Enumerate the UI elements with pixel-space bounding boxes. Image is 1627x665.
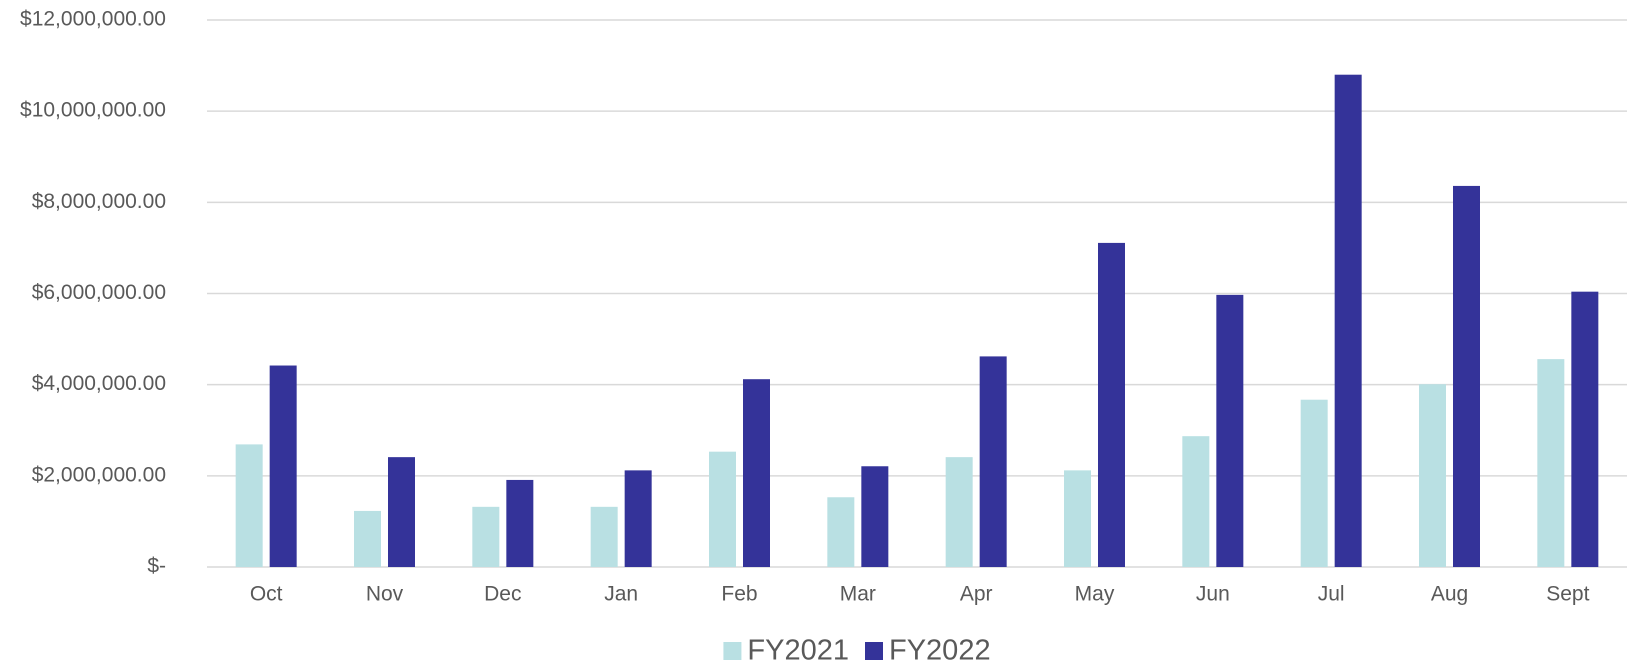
x-tick-label: Jul xyxy=(1318,583,1345,606)
x-tick-label: Aug xyxy=(1431,583,1468,606)
bar xyxy=(1537,359,1565,567)
bar xyxy=(1300,399,1328,567)
legend-label: FY2022 xyxy=(889,635,991,665)
bar xyxy=(1182,436,1210,567)
y-tick-label: $6,000,000.00 xyxy=(32,281,166,304)
x-tick-label: Dec xyxy=(484,583,521,606)
y-tick-label: $8,000,000.00 xyxy=(32,190,166,213)
bar xyxy=(235,444,263,567)
legend-swatch xyxy=(865,642,883,660)
x-tick-label: May xyxy=(1075,583,1115,606)
bar xyxy=(861,466,889,567)
x-tick-label: Feb xyxy=(721,583,757,606)
y-tick-label: $10,000,000.00 xyxy=(20,99,166,122)
bar xyxy=(709,451,736,567)
bar xyxy=(472,506,500,567)
bar xyxy=(945,457,973,567)
x-tick-label: Mar xyxy=(840,583,876,606)
bar xyxy=(624,470,652,567)
bar xyxy=(1571,291,1599,567)
y-tick-label: $4,000,000.00 xyxy=(32,372,166,395)
bar xyxy=(269,365,297,567)
bar xyxy=(1216,294,1244,567)
bar xyxy=(1098,242,1125,567)
bar xyxy=(1419,384,1446,567)
x-tick-label: Nov xyxy=(366,583,404,606)
bar xyxy=(1064,470,1091,567)
y-tick-label: $- xyxy=(147,555,166,578)
bar xyxy=(590,506,618,567)
legend-label: FY2021 xyxy=(747,635,849,665)
bar xyxy=(979,356,1007,567)
bar xyxy=(1453,185,1480,567)
x-tick-label: Apr xyxy=(960,583,993,606)
bar xyxy=(388,457,415,567)
bar xyxy=(743,379,770,567)
bar xyxy=(506,479,534,567)
legend-swatch xyxy=(723,642,742,660)
y-tick-label: $12,000,000.00 xyxy=(20,8,166,31)
x-tick-label: Jan xyxy=(604,583,638,606)
bar xyxy=(1334,74,1362,567)
x-tick-label: Oct xyxy=(250,583,283,606)
x-tick-label: Jun xyxy=(1196,583,1230,606)
y-tick-label: $2,000,000.00 xyxy=(32,463,166,486)
x-tick-label: Sept xyxy=(1546,583,1589,606)
bar xyxy=(827,497,855,567)
bar xyxy=(354,510,381,567)
